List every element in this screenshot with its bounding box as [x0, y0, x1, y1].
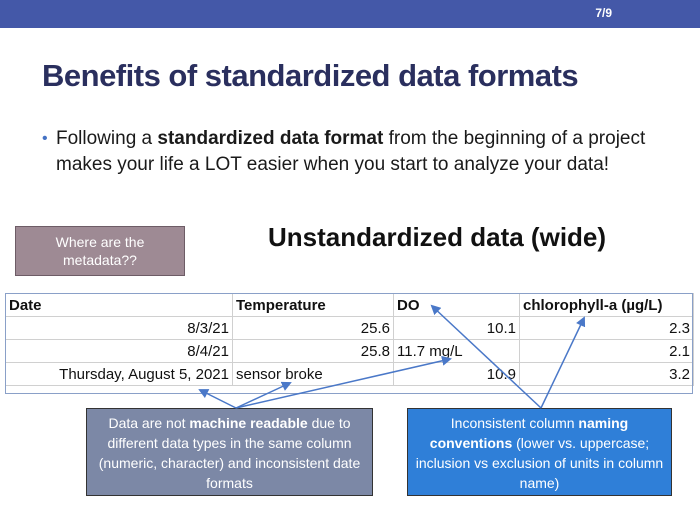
- callout-left-bold: machine readable: [189, 415, 308, 431]
- table-cell-temperature: sensor broke: [232, 362, 394, 386]
- data-table: Date Temperature DO chlorophyll-a (µg/L)…: [5, 293, 694, 386]
- bullet-text-pre: Following a: [56, 128, 158, 149]
- column-header-date: Date: [5, 293, 233, 317]
- callout-right-bold: naming conventions: [429, 415, 629, 451]
- bullet-text-bold: standardized data format: [157, 128, 384, 149]
- top-bar: 7/9: [0, 0, 700, 28]
- callout-left-post: due to different data types in the same …: [98, 415, 361, 491]
- naming-conventions-callout: Inconsistent column naming conventions (…: [407, 408, 672, 496]
- table-cell-temperature: 25.8: [232, 339, 394, 363]
- column-header-chlorophyll: chlorophyll-a (µg/L): [519, 293, 694, 317]
- table-cell-do: 10.9: [393, 362, 520, 386]
- table-row: 8/3/21 25.6 10.1 2.3: [5, 316, 694, 340]
- bullet-text: Following a standardized data format fro…: [56, 126, 662, 178]
- table-header-row: Date Temperature DO chlorophyll-a (µg/L): [5, 293, 694, 317]
- callout-right-pre: Inconsistent column: [450, 415, 579, 431]
- table-cell-chlorophyll: 2.3: [519, 316, 694, 340]
- slide-title: Benefits of standardized data formats: [42, 58, 579, 93]
- bullet-dot-icon: •: [42, 130, 48, 147]
- column-header-do: DO: [393, 293, 520, 317]
- metadata-callout: Where are the metadata??: [15, 226, 185, 276]
- arrow-to-sensor: [235, 381, 292, 409]
- arrow-to-date: [198, 389, 237, 409]
- column-header-temperature: Temperature: [232, 293, 394, 317]
- callout-left-pre: Data are not: [108, 415, 190, 431]
- table-row: 8/4/21 25.8 11.7 mg/L 2.1: [5, 339, 694, 363]
- callout-right-post: (lower vs. uppercase; inclusion vs exclu…: [415, 435, 664, 491]
- slide-number: 7/9: [595, 6, 612, 20]
- table-cell-do: 10.1: [393, 316, 520, 340]
- table-cell-date: Thursday, August 5, 2021: [5, 362, 233, 386]
- table-cell-date: 8/4/21: [5, 339, 233, 363]
- table-cell-chlorophyll: 2.1: [519, 339, 694, 363]
- machine-readable-callout: Data are not machine readable due to dif…: [86, 408, 373, 496]
- table-heading: Unstandardized data (wide): [268, 222, 607, 252]
- table-cell-temperature: 25.6: [232, 316, 394, 340]
- table-cell-chlorophyll: 3.2: [519, 362, 694, 386]
- table-cell-date: 8/3/21: [5, 316, 233, 340]
- table-row: Thursday, August 5, 2021 sensor broke 10…: [5, 362, 694, 386]
- bullet-text-post: from the beginning of a project makes yo…: [56, 128, 646, 175]
- table-cell-do: 11.7 mg/L: [393, 339, 520, 363]
